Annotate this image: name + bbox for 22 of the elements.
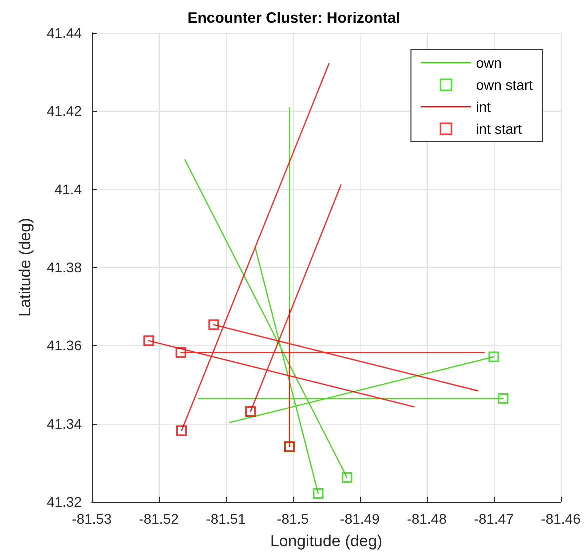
legend-label: int start	[476, 121, 522, 137]
chart-title: Encounter Cluster: Horizontal	[188, 10, 400, 27]
y-tick-label: 41.32	[46, 494, 82, 510]
x-tick-label: -81.46	[541, 511, 582, 527]
x-tick-label: -81.51	[206, 511, 246, 527]
y-axis-title: Latitude (deg)	[18, 218, 34, 317]
x-tick-label: -81.48	[407, 511, 448, 527]
x-tick-label: -81.53	[72, 511, 112, 527]
y-tick-label: 41.44	[46, 25, 82, 41]
x-axis-title: Longitude (deg)	[270, 534, 383, 550]
legend-label: own	[476, 55, 502, 71]
y-tick-label: 41.42	[46, 103, 82, 120]
legend-label: int	[476, 99, 492, 115]
y-tick-label: 41.4	[54, 181, 82, 198]
x-tick-label: -81.5	[277, 511, 310, 527]
x-tick-label: -81.47	[474, 511, 514, 527]
x-tick-label: -81.49	[340, 511, 380, 527]
y-tick-label: 41.36	[46, 338, 82, 354]
y-tick-label: 41.34	[46, 416, 82, 432]
x-tick-label: -81.52	[139, 511, 180, 527]
y-tick-label: 41.38	[46, 260, 82, 276]
legend-label: own start	[476, 77, 534, 93]
